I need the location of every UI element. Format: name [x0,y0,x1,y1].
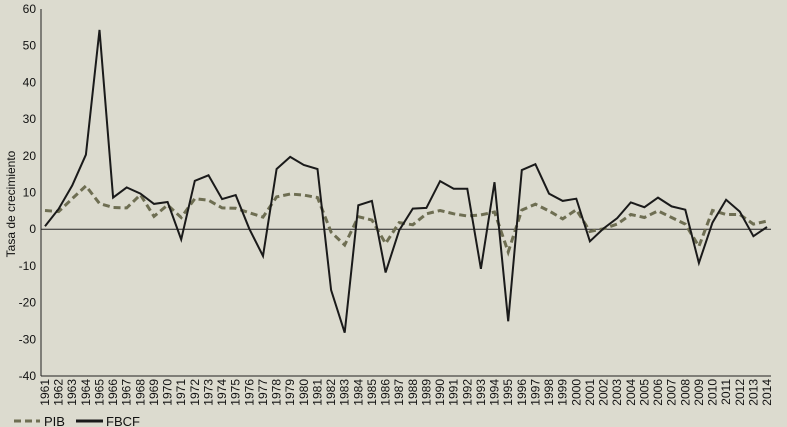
x-tick-label: 1966 [106,379,120,406]
legend-label-pib: PIB [44,414,65,427]
x-tick-label: 2010 [706,379,720,406]
x-tick-label: 2009 [692,379,706,406]
y-tick-label: 50 [23,39,37,53]
legend-label-fbcf: FBCF [106,414,140,427]
x-tick-label: 2000 [569,379,583,406]
series-line-fbcf [44,29,768,334]
x-tick-label: 1985 [365,379,379,406]
x-tick-label: 1975 [229,379,243,406]
x-tick-label: 1988 [406,379,420,406]
x-tick-label: 1992 [460,379,474,406]
series-line-pib [44,183,768,257]
x-tick-label: 1997 [528,379,542,406]
x-tick-label: 1979 [283,379,297,406]
x-tick-label: 2007 [665,379,679,406]
y-tick-label: -10 [19,259,37,273]
x-tick-label: 1970 [161,379,175,406]
x-tick-label: 1972 [188,379,202,406]
y-tick-labels: -40 -30 -20 -10 0 10 20 30 40 50 60 [19,2,37,383]
y-tick-label: 10 [23,186,37,200]
y-tick-label: -20 [19,296,37,310]
x-tick-label: 1983 [338,379,352,406]
x-tick-label: 1964 [79,379,93,406]
x-tick-label: 2011 [719,379,733,405]
x-tick-label: 2002 [597,379,611,406]
legend: PIB FBCF [14,414,140,427]
x-tick-label: 2012 [733,379,747,406]
x-tick-label: 1978 [270,379,284,406]
x-tick-label: 1999 [556,379,570,406]
series-lines [44,29,768,334]
x-tick-label: 1998 [542,379,556,406]
x-tick-label: 1968 [133,379,147,406]
y-tick-label: 20 [23,149,37,163]
x-tick-label: 1982 [324,379,338,406]
x-tick-label: 1990 [433,379,447,406]
x-tick-label: 1989 [419,379,433,406]
y-axis-label: Tasa de crecimiento [4,150,18,257]
x-tick-label: 2004 [624,379,638,406]
x-tick-label: 1974 [215,379,229,406]
x-tick-label: 2013 [746,379,760,406]
x-tick-label: 1976 [242,379,256,406]
x-tick-label: 2001 [583,379,597,406]
y-tick-label: 60 [23,2,37,16]
x-tick-label: 1967 [120,379,134,406]
x-tick-labels: 1961 1962 1963 1964 1965 1966 1967 1968 1969 1970… [38,379,774,406]
y-tick-label: 30 [23,112,37,126]
x-tick-label: 1961 [38,379,52,406]
x-tick-label: 2003 [610,379,624,406]
x-tick-label: 2006 [651,379,665,406]
x-tick-label: 1971 [174,379,188,406]
x-tick-label: 2008 [678,379,692,406]
x-tick-label: 1969 [147,379,161,406]
y-tick-label: -40 [19,369,37,383]
x-tick-label: 1995 [501,379,515,406]
x-tick-label: 1977 [256,379,270,406]
x-tick-label: 1965 [92,379,106,406]
x-tick-label: 1973 [201,379,215,406]
x-tick-label: 1991 [447,379,461,406]
x-tick-label: 2005 [637,379,651,406]
y-tick-label: 40 [23,75,37,89]
x-tick-label: 2014 [760,379,774,406]
x-tick-label: 1984 [351,379,365,406]
x-tick-label: 1994 [488,379,502,406]
x-tick-label: 1996 [515,379,529,406]
x-tick-label: 1963 [65,379,79,406]
x-tick-label: 1987 [392,379,406,406]
x-tick-label: 1980 [297,379,311,406]
x-tick-label: 1986 [379,379,393,406]
y-tick-label: -30 [19,332,37,346]
x-tick-label: 1981 [310,379,324,406]
y-tick-label: 0 [29,222,36,236]
x-tick-label: 1993 [474,379,488,406]
x-tick-label: 1962 [52,379,66,406]
